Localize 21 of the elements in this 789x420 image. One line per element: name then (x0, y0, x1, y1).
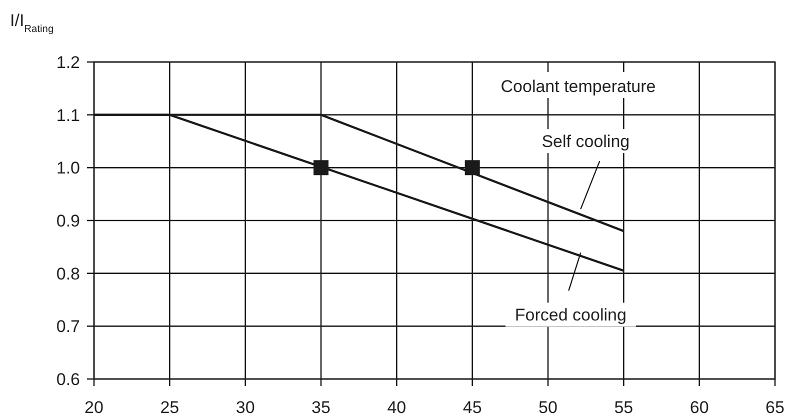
y-tick-label: 0.7 (56, 317, 80, 336)
x-tick-label: 60 (690, 398, 709, 417)
x-tick-label: 20 (84, 398, 104, 417)
x-tick-label: 25 (160, 398, 180, 417)
x-tick-label: 40 (387, 398, 406, 417)
x-tick-label: 30 (236, 398, 255, 417)
x-tick-label: 35 (312, 398, 330, 417)
x-tick-label: 45 (462, 398, 482, 417)
y-tick-label: 0.6 (56, 370, 80, 389)
y-tick-label: 0.9 (56, 212, 80, 230)
y-tick-label: 0.8 (56, 264, 80, 284)
x-axis-title: Coolant temperature (500, 77, 656, 96)
y-tick-label: 1.0 (56, 158, 80, 178)
legend-label: Forced cooling (514, 306, 626, 325)
y-axis-title: I/I$_{Rating}$ (10, 11, 54, 34)
x-tick-label: 50 (538, 398, 558, 417)
text: Self cooling (542, 132, 630, 152)
y-tick-label: 1.2 (56, 53, 80, 72)
x-tick-label: 55 (614, 398, 634, 417)
y-tick-label: 1.1 (56, 106, 80, 125)
x-tick-label: 65 (766, 398, 784, 417)
